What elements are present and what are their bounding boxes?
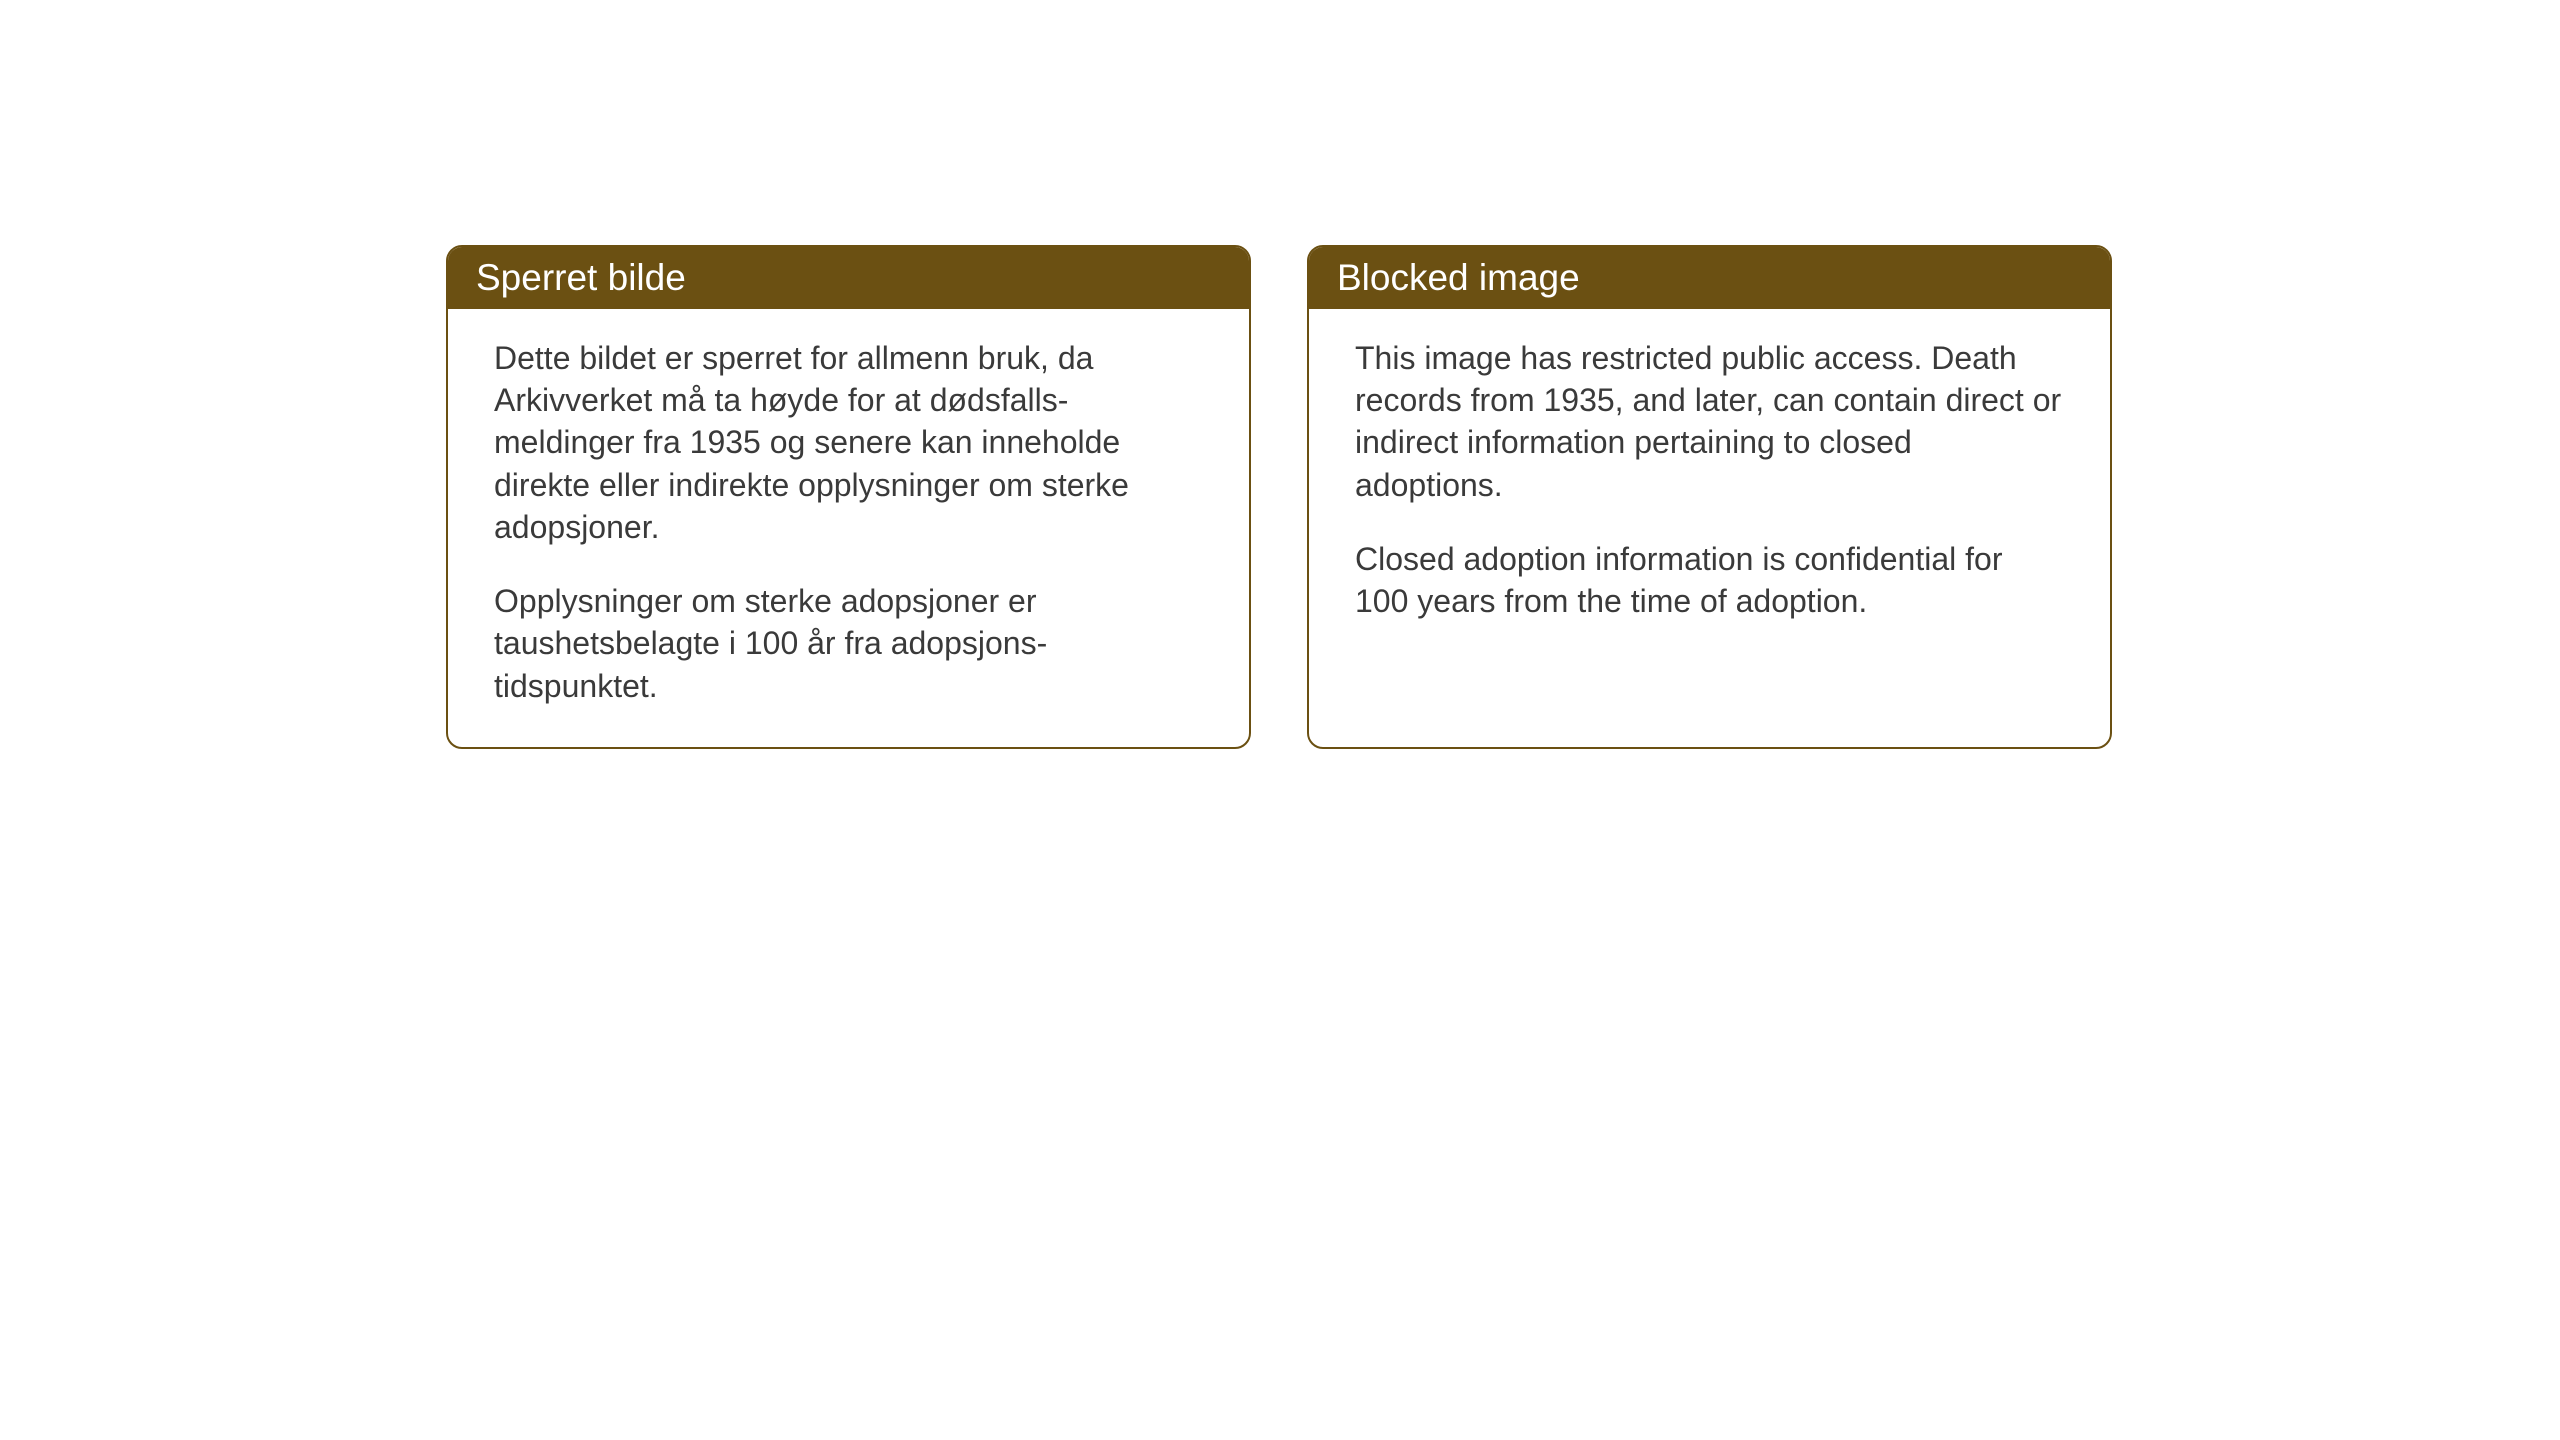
card-title-norwegian: Sperret bilde: [476, 257, 686, 298]
notice-card-norwegian: Sperret bilde Dette bildet er sperret fo…: [446, 245, 1251, 749]
paragraph-2-norwegian: Opplysninger om sterke adopsjoner er tau…: [494, 580, 1203, 707]
card-body-english: This image has restricted public access.…: [1309, 309, 2110, 662]
card-body-norwegian: Dette bildet er sperret for allmenn bruk…: [448, 309, 1249, 747]
notice-container: Sperret bilde Dette bildet er sperret fo…: [446, 245, 2112, 749]
notice-card-english: Blocked image This image has restricted …: [1307, 245, 2112, 749]
card-title-english: Blocked image: [1337, 257, 1580, 298]
card-header-norwegian: Sperret bilde: [448, 247, 1249, 309]
card-header-english: Blocked image: [1309, 247, 2110, 309]
paragraph-1-norwegian: Dette bildet er sperret for allmenn bruk…: [494, 337, 1203, 548]
paragraph-1-english: This image has restricted public access.…: [1355, 337, 2064, 506]
paragraph-2-english: Closed adoption information is confident…: [1355, 538, 2064, 622]
